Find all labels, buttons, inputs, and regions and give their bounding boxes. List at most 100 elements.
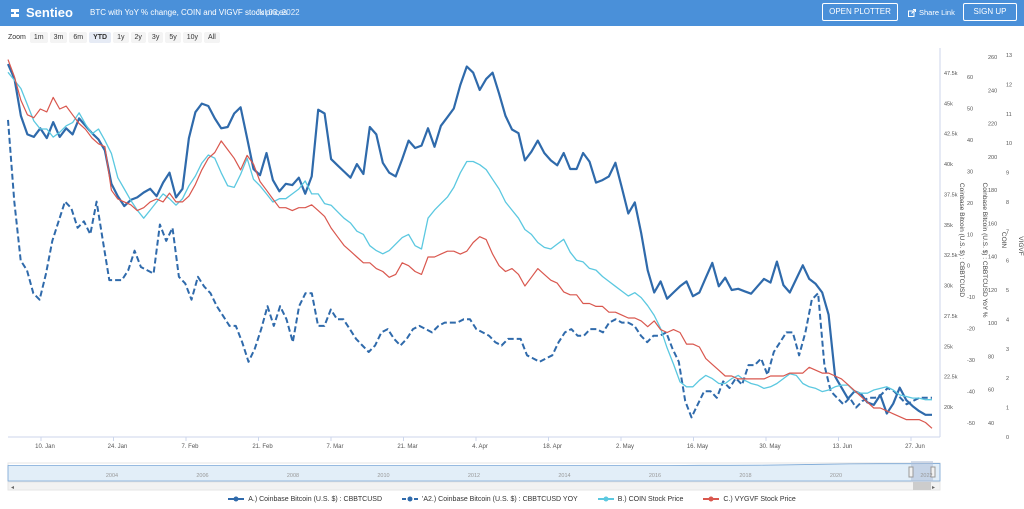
- navigator-year-label: 2018: [739, 473, 751, 479]
- y-tick-label: 4: [1006, 317, 1009, 323]
- y-tick-label: 27.5k: [944, 314, 958, 320]
- sentieo-logo-icon: [11, 8, 19, 17]
- y-tick-label: 240: [988, 88, 997, 94]
- y-tick-label: 12: [1006, 82, 1012, 88]
- scroll-right-arrow-icon[interactable]: ▸: [932, 485, 935, 491]
- zoom-1m-button[interactable]: 1m: [29, 32, 48, 43]
- y-tick-label: 6: [1006, 259, 1009, 265]
- y-tick-label: 2: [1006, 376, 1009, 382]
- sentieo-logo[interactable]: Sentieo: [8, 5, 73, 20]
- navigator-year-label: 2008: [287, 473, 299, 479]
- y-axis-title: VIGVF: [1017, 236, 1024, 256]
- legend-symbol-icon: [597, 496, 614, 502]
- y-tick-label: 40k: [944, 162, 953, 168]
- navigator-right-handle[interactable]: [930, 466, 936, 478]
- zoom-ytd-button[interactable]: YTD: [89, 32, 112, 43]
- zoom-6m-button[interactable]: 6m: [69, 32, 88, 43]
- series-line-4[interactable]: [7, 59, 933, 429]
- axes: 10. Jan 24. Jan 7. Feb 21. Feb 7. Mar 21. Mar…: [8, 48, 1024, 450]
- x-tick-label: 30. May: [759, 444, 780, 450]
- y-tick-label: 32.5k: [944, 253, 958, 259]
- legend-item[interactable]: A.) Coinbase Bitcoin (U.S. $) : CBBTCUSD: [228, 495, 382, 503]
- y-tick-label: 7: [1006, 229, 1009, 235]
- y-tick-label: 100: [988, 321, 997, 327]
- series-line-1[interactable]: [6, 63, 932, 416]
- x-tick-label: 16. May: [687, 444, 708, 450]
- y-tick-label: 20k: [944, 405, 953, 411]
- navigator-year-label: 2012: [468, 473, 480, 479]
- y-tick-label: 1: [1006, 406, 1009, 412]
- y-tick-label: 30k: [944, 284, 953, 290]
- navigator-year-label: 2006: [196, 473, 208, 479]
- zoom-selector: Zoom 1m 3m 6m YTD 1y 2y 3y 5y 10y All: [8, 32, 220, 43]
- sign-up-button[interactable]: SIGN UP: [963, 3, 1017, 21]
- zoom-3m-button[interactable]: 3m: [49, 32, 68, 43]
- y-tick-label: 5: [1006, 288, 1009, 294]
- y-tick-label: 22.5k: [944, 375, 958, 381]
- scrollbar-track[interactable]: [7, 481, 941, 491]
- series-layer: [6, 59, 933, 429]
- navigator-left-handle[interactable]: [908, 466, 914, 478]
- y-tick-label: 40: [988, 421, 994, 427]
- chart-area: 2004 2006 2008 2010 2012 2014 2016 2018 2020 2022…: [6, 48, 1024, 491]
- scrollbar-thumb[interactable]: [913, 482, 931, 490]
- legend-label: B.) COIN Stock Price: [617, 495, 684, 503]
- x-tick-label: 21. Feb: [252, 444, 273, 450]
- legend-item[interactable]: B.) COIN Stock Price: [597, 495, 684, 503]
- x-tick-label: 7. Feb: [181, 444, 199, 450]
- legend-item[interactable]: 'A2.) Coinbase Bitcoin (U.S. $) : CBBTCU…: [402, 495, 578, 503]
- scroll-left-arrow-icon[interactable]: ◂: [11, 485, 14, 491]
- y-tick-label: 80: [988, 354, 994, 360]
- y-tick-label: 20: [967, 201, 973, 207]
- y-tick-label: 42.5k: [944, 132, 958, 138]
- y-tick-label: -40: [967, 390, 975, 396]
- legend-label: 'A2.) Coinbase Bitcoin (U.S. $) : CBBTCU…: [422, 495, 578, 503]
- zoom-3y-button[interactable]: 3y: [147, 32, 164, 43]
- navigator-range-window[interactable]: [911, 461, 933, 483]
- y-tick-label: 13: [1006, 53, 1012, 59]
- share-icon: [908, 8, 916, 17]
- share-link-label: Share Link: [919, 8, 955, 17]
- y-axis-title: Coinbase Bitcoin (U.S. $) : CBBTCUSD: [958, 183, 965, 297]
- navigator[interactable]: 2004 2006 2008 2010 2012 2014 2016 2018 2020 2022…: [7, 461, 941, 491]
- x-tick-label: 7. Mar: [326, 444, 343, 450]
- legend-label: A.) Coinbase Bitcoin (U.S. $) : CBBTCUSD: [248, 495, 383, 503]
- x-tick-label: 13. Jun: [833, 444, 853, 450]
- navigator-year-label: 2020: [830, 473, 842, 479]
- x-tick-label: 18. Apr: [543, 444, 562, 450]
- y-tick-label: 140: [988, 255, 997, 261]
- legend-label: C.) VYGVF Stock Price: [723, 495, 796, 503]
- x-tick-label: 10. Jan: [35, 444, 55, 450]
- y-tick-label: 47.5k: [944, 71, 958, 77]
- legend-symbol-icon: [228, 496, 245, 502]
- navigator-year-label: 2022: [920, 473, 932, 479]
- zoom-all-button[interactable]: All: [204, 32, 220, 43]
- x-tick-label: 24. Jan: [108, 444, 128, 450]
- y-tick-label: 8: [1006, 200, 1009, 206]
- zoom-1y-button[interactable]: 1y: [113, 32, 129, 43]
- legend-symbol-icon: [703, 496, 720, 502]
- open-plotter-button[interactable]: OPEN PLOTTER: [822, 3, 898, 21]
- y-axis-btc: 47.5k 45k 42.5k 40k 37.5k 35k 32.5k 30k 27.5k 25k…: [944, 71, 965, 411]
- legend-item[interactable]: C.) VYGVF Stock Price: [703, 495, 796, 503]
- share-link[interactable]: Share Link: [908, 8, 955, 17]
- y-tick-label: 30: [967, 169, 973, 175]
- zoom-2y-button[interactable]: 2y: [130, 32, 146, 43]
- y-tick-label: 60: [988, 388, 994, 394]
- y-tick-label: 160: [988, 221, 997, 227]
- zoom-label: Zoom: [8, 34, 26, 41]
- y-axis-yoy: 60 50 40 30 20 10 0 -10 -20 -30 -40 -50 Coinbase Bit…: [967, 75, 988, 427]
- series-line-2[interactable]: [7, 119, 932, 419]
- x-tick-label: 2. May: [616, 444, 634, 450]
- y-tick-label: 200: [988, 155, 997, 161]
- y-tick-label: 120: [988, 288, 997, 294]
- y-tick-label: 0: [967, 264, 970, 270]
- y-tick-label: 40: [967, 138, 973, 144]
- y-tick-label: 180: [988, 188, 997, 194]
- zoom-5y-button[interactable]: 5y: [165, 32, 181, 43]
- logo-text: Sentieo: [26, 5, 73, 20]
- zoom-10y-button[interactable]: 10y: [182, 32, 203, 43]
- series-line-3[interactable]: [7, 71, 932, 401]
- y-axis-coin: 260 240 220 200 180 160 140 120 100 80 60 40 COIN: [988, 55, 1007, 427]
- y-tick-label: 11: [1006, 112, 1012, 118]
